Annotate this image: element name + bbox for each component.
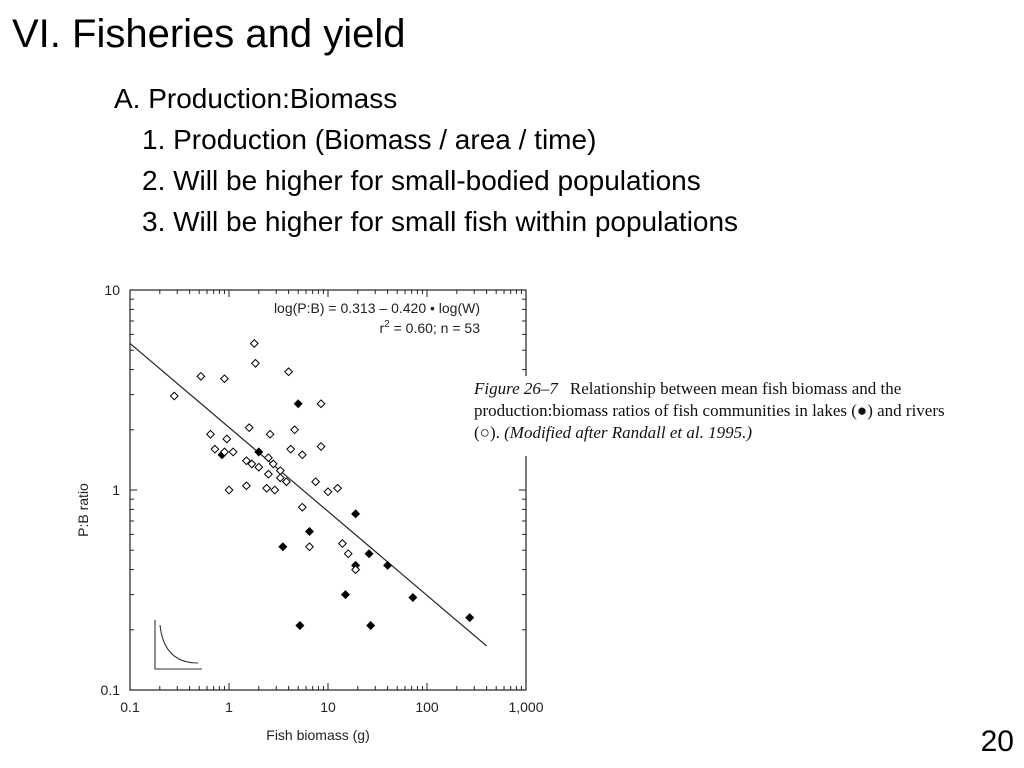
rivers-point <box>228 447 238 457</box>
lakes-point <box>293 399 303 409</box>
rivers-point <box>263 469 273 479</box>
rivers-point <box>333 483 343 493</box>
outline-item-2: 2. Will be higher for small-bodied popul… <box>142 165 701 196</box>
rivers-point <box>297 502 307 512</box>
rivers-point <box>316 441 326 452</box>
rivers-point <box>311 477 321 487</box>
caption-text-3: ). <box>489 423 500 442</box>
rivers-point <box>169 391 179 401</box>
r-exponent: 2 <box>384 319 390 330</box>
outline-heading-a: A. Production:Biomass <box>114 83 398 114</box>
caption-label: Figure 26–7 <box>474 379 558 398</box>
pb-ratio-scatter-chart: 0.1 1 10 100 1,000 0.1 1 10 Fish biomass (g) P:… <box>75 282 544 743</box>
y-tick-label: 1 <box>112 482 120 498</box>
lakes-point <box>278 542 288 552</box>
outline-items: 1. Production (Biomass / area / time) 2.… <box>142 119 738 242</box>
rivers-point <box>210 444 220 454</box>
figure-panel: 0.1 1 10 100 1,000 0.1 1 10 Fish biomass (g) P:… <box>60 265 558 748</box>
rivers-point <box>281 477 291 487</box>
slide-title: VI. Fisheries and yield <box>12 12 406 56</box>
lakes-point <box>295 621 305 631</box>
x-tick-label: 0.1 <box>120 699 140 715</box>
lakes-point <box>364 549 374 559</box>
caption-text-1: Relationship between mean fish biomass a… <box>474 379 902 420</box>
r-symbol: r <box>379 320 384 336</box>
rivers-point <box>205 429 215 439</box>
y-tick-label: 10 <box>104 282 120 298</box>
rivers-point <box>275 473 285 483</box>
rivers-point <box>262 483 272 493</box>
regression-stats: r2 = 0.60; n = 53 <box>379 319 480 336</box>
rivers-point <box>241 481 251 491</box>
lakes-point <box>254 447 264 457</box>
river-symbol: ○ <box>479 423 490 442</box>
rivers-point <box>250 358 260 368</box>
rivers-point <box>254 462 264 472</box>
figure-caption: Figure 26–7 Relationship between mean fis… <box>466 376 978 456</box>
lakes-point <box>340 590 350 600</box>
rivers-point <box>265 429 275 439</box>
inset-curve-icon <box>154 620 202 670</box>
rivers-point <box>263 453 273 463</box>
rivers-point <box>323 487 333 497</box>
rivers-point <box>297 450 307 460</box>
rivers-point <box>316 399 326 409</box>
lakes-point <box>304 527 314 537</box>
rivers-point <box>219 447 229 457</box>
lakes-point <box>366 621 376 631</box>
y-axis-title: P:B ratio <box>75 483 91 537</box>
rivers-point <box>284 367 294 377</box>
lakes-point <box>351 509 361 519</box>
y-tick-label: 0.1 <box>101 682 121 698</box>
x-tick-label: 1 <box>225 699 233 715</box>
rivers-point <box>196 371 206 381</box>
rivers-point <box>224 485 234 495</box>
rivers-point <box>270 485 280 495</box>
rivers-point <box>351 565 361 575</box>
x-axis-title: Fish biomass (g) <box>266 727 369 743</box>
rivers-point <box>241 456 251 466</box>
lakes-point <box>383 560 393 570</box>
rivers-point <box>290 425 300 435</box>
lakes-point <box>465 613 475 623</box>
caption-citation: (Modified after Randall et al. 1995.) <box>504 423 753 442</box>
lakes-point <box>408 593 418 603</box>
rivers-point <box>222 434 232 444</box>
caption-text-2: ) and rivers ( <box>474 401 945 442</box>
rivers-point <box>244 423 254 433</box>
outline-item-1: 1. Production (Biomass / area / time) <box>142 124 597 155</box>
outline-item-3: 3. Will be higher for small fish within … <box>142 206 739 237</box>
regression-equation: log(P:B) = 0.313 – 0.420 • log(W) <box>274 300 480 316</box>
rivers-point <box>247 459 257 469</box>
r-squared-and-n: = 0.60; n = 53 <box>390 320 481 336</box>
rivers-point <box>268 459 278 469</box>
rivers-point <box>219 374 229 384</box>
rivers-point <box>337 539 347 549</box>
regression-line <box>129 342 487 647</box>
page-number: 20 <box>980 725 1014 758</box>
rivers-point <box>343 549 353 559</box>
rivers-point <box>286 444 296 454</box>
rivers-point <box>249 339 259 349</box>
lake-symbol: ● <box>856 401 868 420</box>
x-tick-label: 1,000 <box>508 699 543 715</box>
rivers-point <box>304 542 314 552</box>
x-tick-label: 10 <box>320 699 336 715</box>
x-tick-label: 100 <box>415 699 439 715</box>
